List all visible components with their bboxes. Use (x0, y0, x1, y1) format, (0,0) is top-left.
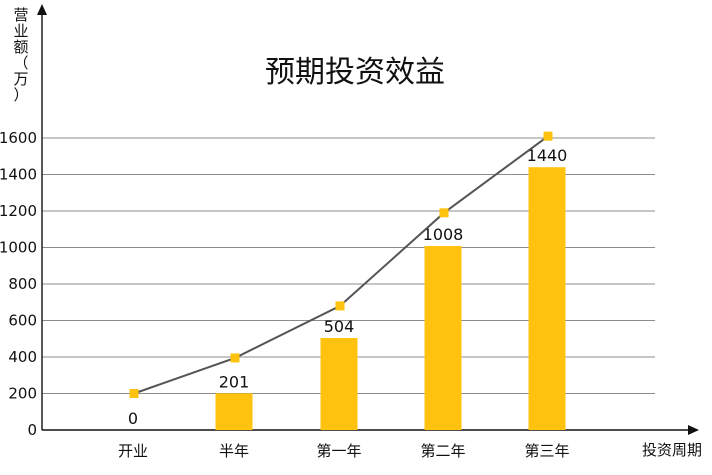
data-label: 1440 (527, 146, 568, 165)
y-axis-label-char: 业 (13, 22, 28, 40)
x-tick-labels: 开业 半年 第一年 第二年 第三年 (118, 442, 570, 460)
line-point-marker (335, 301, 345, 311)
y-axis-label-char: ） (13, 86, 28, 104)
y-axis-label-char: 营 (13, 6, 28, 24)
y-tick-label: 1200 (0, 202, 37, 220)
y-axis-arrow (37, 4, 47, 15)
y-axis-label-char: 额 (13, 38, 28, 56)
bar (424, 246, 462, 430)
line-point-marker (230, 353, 240, 363)
y-tick-label: 800 (8, 275, 37, 293)
x-axis-label: 投资周期 (642, 441, 702, 459)
data-labels: 0 201 504 1008 1440 (128, 146, 567, 428)
y-tick-label: 1400 (0, 166, 37, 184)
line-point-marker (439, 208, 449, 218)
y-axis-label-char: （ (13, 54, 28, 72)
y-axis-label: 营业额（万） (13, 6, 28, 104)
x-tick-label: 半年 (219, 442, 249, 460)
x-tick-label: 第一年 (316, 442, 361, 460)
x-tick-label: 第二年 (420, 442, 465, 460)
y-tick-label: 1000 (0, 239, 37, 257)
line-point-marker (129, 389, 139, 398)
line-point-marker (543, 131, 553, 141)
y-tick-label: 0 (27, 421, 37, 439)
chart-title: 预期投资效益 (265, 55, 445, 90)
data-label: 1008 (423, 225, 464, 244)
bar (215, 393, 253, 430)
x-axis-arrow (688, 425, 699, 435)
y-tick-labels: 0 200 400 600 800 1000 1200 1400 1600 (0, 129, 37, 439)
gridlines (42, 137, 655, 394)
y-tick-label: 200 (8, 385, 37, 403)
bar (320, 338, 358, 430)
y-tick-label: 1600 (0, 129, 37, 147)
bar (528, 167, 566, 430)
data-label: 0 (128, 409, 138, 428)
trend-line (129, 131, 553, 398)
x-tick-label: 开业 (118, 442, 148, 460)
data-label: 504 (324, 317, 355, 336)
y-tick-label: 600 (8, 312, 37, 330)
x-tick-label: 第三年 (524, 442, 569, 460)
bars (215, 167, 566, 430)
y-axis-label-char: 万 (13, 70, 28, 88)
y-tick-label: 400 (8, 348, 37, 366)
axes (37, 4, 699, 435)
data-label: 201 (219, 372, 250, 391)
